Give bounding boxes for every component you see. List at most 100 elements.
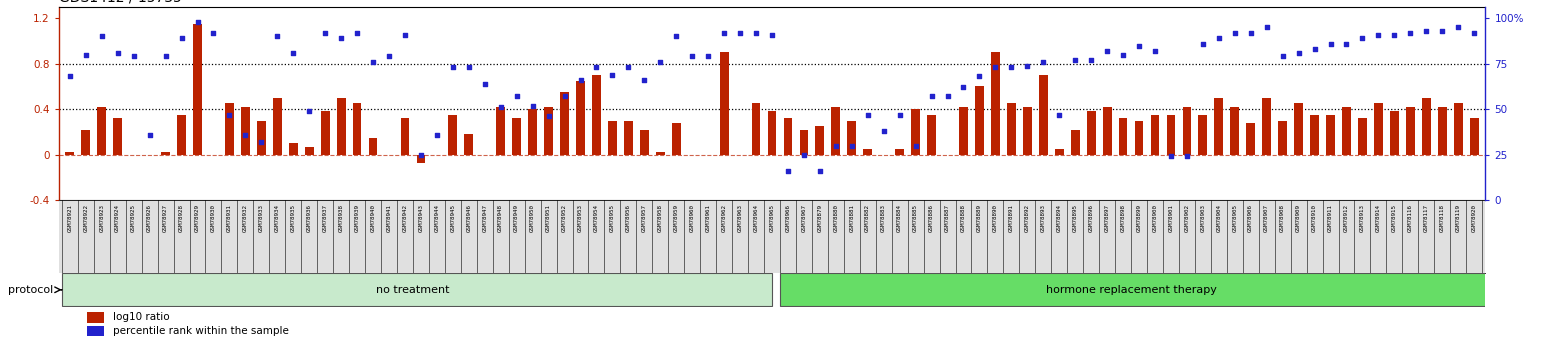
Bar (591, 75, 601, 155)
Bar (448, 115, 457, 155)
Point (122, 54, 147, 59)
Text: GSM78944: GSM78944 (434, 204, 440, 232)
Point (457, 65, 482, 70)
Text: GSM78909: GSM78909 (1295, 204, 1302, 232)
Text: GSM78943: GSM78943 (418, 204, 423, 232)
Bar (959, 107, 968, 155)
Bar (528, 109, 537, 155)
Point (218, 112, 242, 117)
Point (792, 152, 817, 157)
Text: GSM78924: GSM78924 (116, 204, 120, 232)
Point (1062, 57, 1087, 63)
Bar (256, 120, 266, 155)
Bar (337, 98, 346, 155)
Text: GSM78929: GSM78929 (195, 204, 201, 232)
Bar (1024, 107, 1031, 155)
Text: GSM78932: GSM78932 (242, 204, 249, 232)
Text: GSM78900: GSM78900 (1152, 204, 1158, 232)
Bar (193, 24, 202, 155)
Point (249, 139, 273, 145)
Bar (62, 273, 772, 306)
Point (648, 59, 673, 65)
Text: GSM78961: GSM78961 (706, 204, 710, 232)
Bar (113, 118, 122, 155)
Bar (608, 120, 616, 155)
Text: percentile rank within the sample: percentile rank within the sample (113, 326, 289, 336)
Point (377, 54, 401, 59)
Point (520, 103, 545, 108)
Text: GSM78891: GSM78891 (1008, 204, 1014, 232)
Point (1397, 30, 1422, 36)
Bar (656, 152, 664, 155)
Bar (1039, 75, 1048, 155)
Text: GSM78902: GSM78902 (1184, 204, 1189, 232)
Text: GSM78928: GSM78928 (179, 204, 184, 232)
Bar (1231, 107, 1240, 155)
Point (90, 34, 114, 39)
Text: GSM78885: GSM78885 (913, 204, 919, 232)
Text: GSM78950: GSM78950 (530, 204, 536, 232)
Bar (1246, 123, 1255, 155)
Text: GSM78947: GSM78947 (482, 204, 488, 232)
Point (664, 34, 689, 39)
Point (74, 52, 99, 57)
Bar (1374, 104, 1383, 155)
Point (888, 112, 913, 117)
Bar (1470, 118, 1479, 155)
Point (1175, 154, 1200, 159)
Text: GSM78946: GSM78946 (466, 204, 471, 232)
Text: GSM78882: GSM78882 (865, 204, 871, 232)
Text: GSM78957: GSM78957 (642, 204, 647, 232)
Bar (86, 326, 105, 336)
Text: GSM78933: GSM78933 (259, 204, 264, 232)
Point (1110, 52, 1135, 57)
Text: GSM78938: GSM78938 (338, 204, 344, 232)
Point (313, 30, 338, 36)
Text: GSM78913: GSM78913 (1360, 204, 1365, 232)
Bar (1055, 149, 1064, 155)
Bar (321, 111, 329, 155)
Bar (352, 104, 361, 155)
Point (1238, 30, 1263, 36)
Text: GSM78934: GSM78934 (275, 204, 279, 232)
Point (936, 94, 960, 99)
Text: GSM78948: GSM78948 (499, 204, 503, 232)
Point (1382, 32, 1407, 37)
Bar (273, 98, 281, 155)
Text: GSM78966: GSM78966 (786, 204, 791, 232)
Text: GSM78890: GSM78890 (993, 204, 997, 232)
Point (616, 65, 641, 70)
Point (472, 81, 497, 87)
Bar (1326, 115, 1336, 155)
Bar (672, 123, 681, 155)
Text: GSM78914: GSM78914 (1376, 204, 1380, 232)
Text: GSM78926: GSM78926 (147, 204, 153, 232)
Text: no treatment: no treatment (377, 285, 449, 295)
Point (1302, 47, 1326, 52)
Bar (800, 130, 809, 155)
Point (1349, 36, 1374, 41)
Bar (1342, 107, 1351, 155)
Text: GSM78901: GSM78901 (1169, 204, 1173, 232)
Text: GSM78949: GSM78949 (514, 204, 519, 232)
Point (1206, 36, 1231, 41)
Point (1143, 48, 1167, 54)
Point (984, 65, 1008, 70)
Point (823, 143, 848, 148)
Point (1445, 24, 1470, 30)
Text: GSM78879: GSM78879 (817, 204, 823, 232)
Text: GSM78963: GSM78963 (738, 204, 743, 232)
Text: GSM78956: GSM78956 (625, 204, 631, 232)
Bar (1278, 120, 1288, 155)
Text: GSM78887: GSM78887 (945, 204, 950, 232)
Text: GSM78908: GSM78908 (1280, 204, 1285, 232)
Bar (1311, 115, 1319, 155)
Text: GSM78923: GSM78923 (99, 204, 105, 232)
Text: GSM78911: GSM78911 (1328, 204, 1332, 232)
Text: GSM78915: GSM78915 (1391, 204, 1397, 232)
Point (1366, 32, 1391, 37)
Point (967, 74, 991, 79)
Text: GSM78935: GSM78935 (290, 204, 296, 232)
Bar (815, 126, 824, 155)
Bar (1422, 98, 1431, 155)
